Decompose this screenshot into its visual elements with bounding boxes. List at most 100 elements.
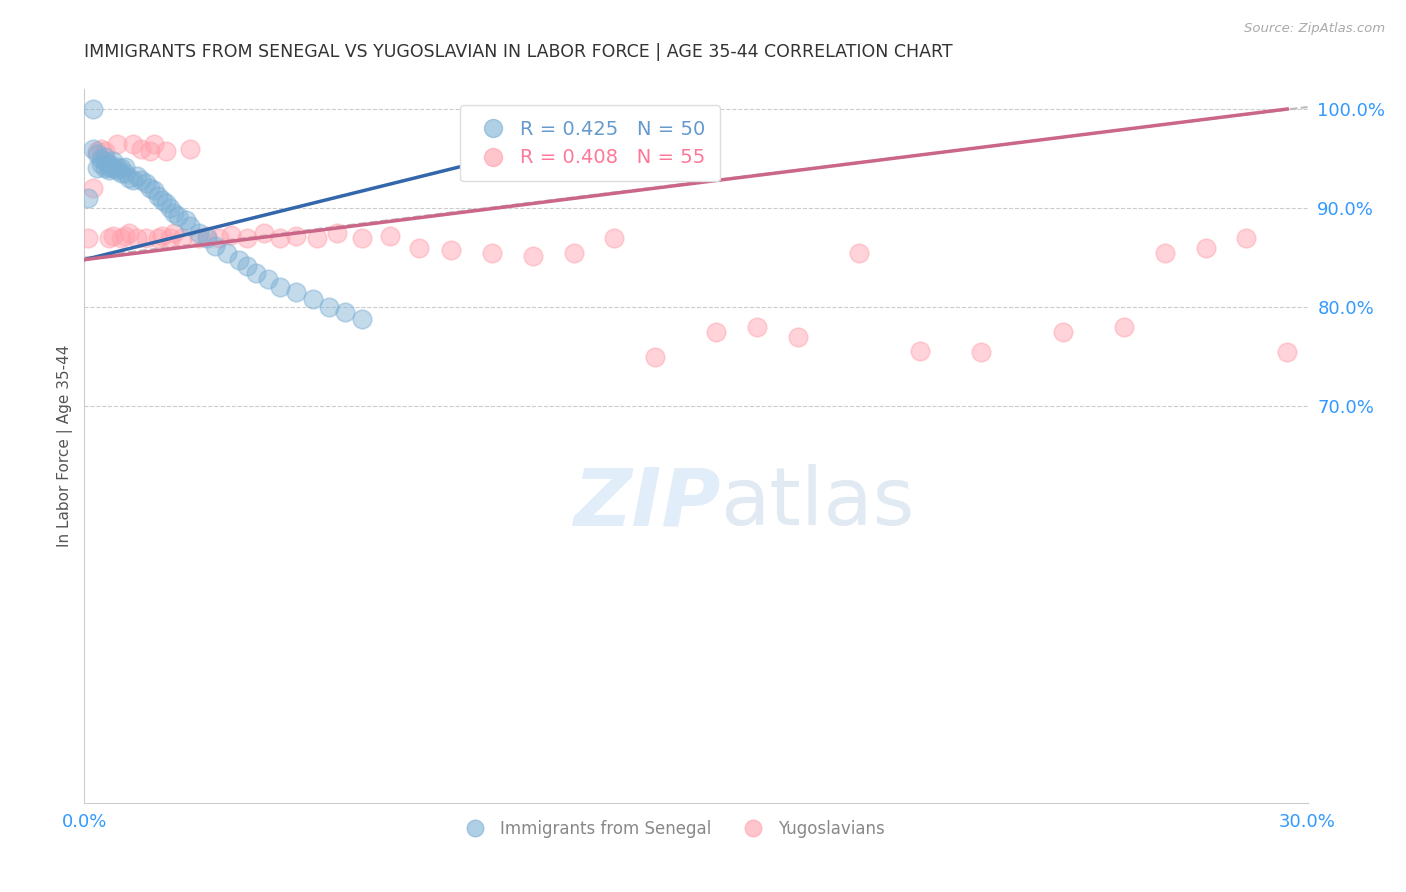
Point — [644, 350, 666, 364]
Point — [350, 312, 373, 326]
Point — [93, 161, 115, 176]
Point — [150, 228, 173, 243]
Point — [131, 173, 153, 187]
Point — [440, 243, 463, 257]
Point — [335, 305, 357, 319]
Point — [86, 144, 108, 158]
Point — [172, 231, 194, 245]
Point — [257, 272, 280, 286]
Point — [155, 144, 177, 158]
Point — [236, 231, 259, 245]
Point — [122, 136, 145, 151]
Point — [101, 228, 124, 243]
Point — [135, 177, 157, 191]
Point — [1114, 320, 1136, 334]
Point — [97, 231, 120, 245]
Point — [163, 206, 186, 220]
Point — [101, 161, 124, 176]
Y-axis label: In Labor Force | Age 35-44: In Labor Force | Age 35-44 — [58, 345, 73, 547]
Point — [90, 152, 112, 166]
Point — [408, 241, 430, 255]
Point — [86, 161, 108, 176]
Point — [706, 325, 728, 339]
Text: atlas: atlas — [720, 464, 915, 542]
Point — [228, 252, 250, 267]
Point — [118, 171, 141, 186]
Point — [970, 344, 993, 359]
Text: ZIP: ZIP — [574, 464, 720, 542]
Point — [155, 196, 177, 211]
Point — [150, 193, 173, 207]
Point — [481, 245, 503, 260]
Point — [603, 231, 626, 245]
Point — [848, 245, 870, 260]
Point — [93, 153, 115, 168]
Point — [114, 228, 136, 243]
Point — [118, 226, 141, 240]
Point — [93, 150, 115, 164]
Point — [114, 166, 136, 180]
Point — [163, 226, 186, 240]
Point — [146, 231, 169, 245]
Point — [167, 209, 190, 223]
Point — [910, 343, 932, 358]
Point — [1277, 344, 1299, 359]
Point — [77, 191, 100, 205]
Text: Source: ZipAtlas.com: Source: ZipAtlas.com — [1244, 22, 1385, 36]
Point — [187, 231, 209, 245]
Legend: Immigrants from Senegal, Yugoslavians: Immigrants from Senegal, Yugoslavians — [451, 814, 891, 845]
Point — [82, 142, 104, 156]
Point — [285, 228, 308, 243]
Point — [142, 183, 165, 197]
Point — [1052, 325, 1074, 339]
Point — [326, 226, 349, 240]
Point — [195, 228, 218, 243]
Point — [135, 231, 157, 245]
Point — [217, 245, 239, 260]
Point — [90, 156, 112, 170]
Point — [187, 226, 209, 240]
Point — [269, 231, 291, 245]
Point — [142, 136, 165, 151]
Point — [236, 259, 259, 273]
Point — [253, 226, 276, 240]
Point — [562, 245, 585, 260]
Point — [179, 219, 201, 233]
Point — [522, 249, 544, 263]
Point — [77, 231, 100, 245]
Point — [90, 142, 112, 156]
Point — [105, 163, 128, 178]
Point — [97, 163, 120, 178]
Point — [146, 189, 169, 203]
Point — [1154, 245, 1177, 260]
Point — [97, 160, 120, 174]
Point — [82, 102, 104, 116]
Point — [82, 181, 104, 195]
Point — [110, 161, 132, 176]
Point — [138, 181, 160, 195]
Point — [138, 144, 160, 158]
Point — [114, 160, 136, 174]
Point — [245, 266, 267, 280]
Point — [127, 231, 149, 245]
Point — [101, 153, 124, 168]
Point — [204, 239, 226, 253]
Point — [380, 228, 402, 243]
Point — [105, 136, 128, 151]
Point — [285, 285, 308, 300]
Point — [131, 142, 153, 156]
Point — [1195, 241, 1218, 255]
Point — [105, 160, 128, 174]
Point — [747, 320, 769, 334]
Point — [208, 231, 231, 245]
Point — [195, 231, 218, 245]
Point — [127, 169, 149, 184]
Point — [174, 213, 197, 227]
Point — [86, 146, 108, 161]
Point — [219, 227, 242, 242]
Point — [179, 142, 201, 156]
Point — [301, 293, 323, 307]
Point — [305, 231, 328, 245]
Point — [93, 144, 115, 158]
Point — [1236, 231, 1258, 245]
